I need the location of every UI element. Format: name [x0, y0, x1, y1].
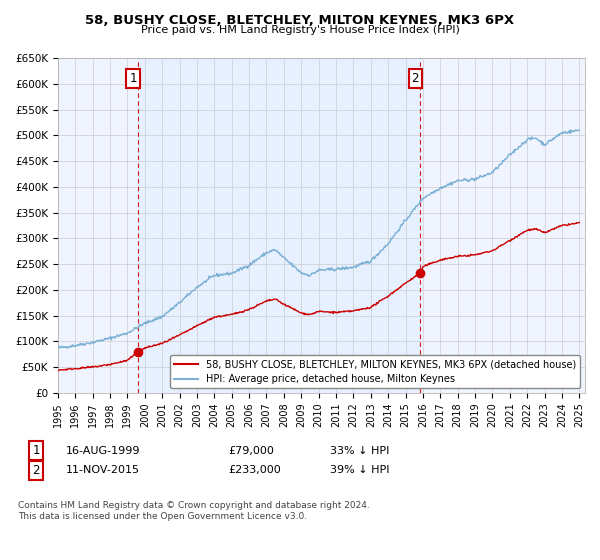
Legend: 58, BUSHY CLOSE, BLETCHLEY, MILTON KEYNES, MK3 6PX (detached house), HPI: Averag: 58, BUSHY CLOSE, BLETCHLEY, MILTON KEYNE… — [170, 355, 580, 388]
Text: Contains HM Land Registry data © Crown copyright and database right 2024.
This d: Contains HM Land Registry data © Crown c… — [18, 501, 370, 521]
Bar — [138, 58, 421, 393]
Text: 2: 2 — [32, 464, 40, 477]
Text: Price paid vs. HM Land Registry's House Price Index (HPI): Price paid vs. HM Land Registry's House … — [140, 25, 460, 35]
Text: 1: 1 — [32, 444, 40, 458]
Text: 33% ↓ HPI: 33% ↓ HPI — [330, 446, 389, 456]
Text: 58, BUSHY CLOSE, BLETCHLEY, MILTON KEYNES, MK3 6PX: 58, BUSHY CLOSE, BLETCHLEY, MILTON KEYNE… — [85, 14, 515, 27]
Text: £79,000: £79,000 — [228, 446, 274, 456]
Text: 39% ↓ HPI: 39% ↓ HPI — [330, 465, 389, 475]
Text: 11-NOV-2015: 11-NOV-2015 — [66, 465, 140, 475]
Text: 2: 2 — [412, 72, 419, 85]
Text: 1: 1 — [129, 72, 137, 85]
Text: 16-AUG-1999: 16-AUG-1999 — [66, 446, 140, 456]
Text: £233,000: £233,000 — [228, 465, 281, 475]
